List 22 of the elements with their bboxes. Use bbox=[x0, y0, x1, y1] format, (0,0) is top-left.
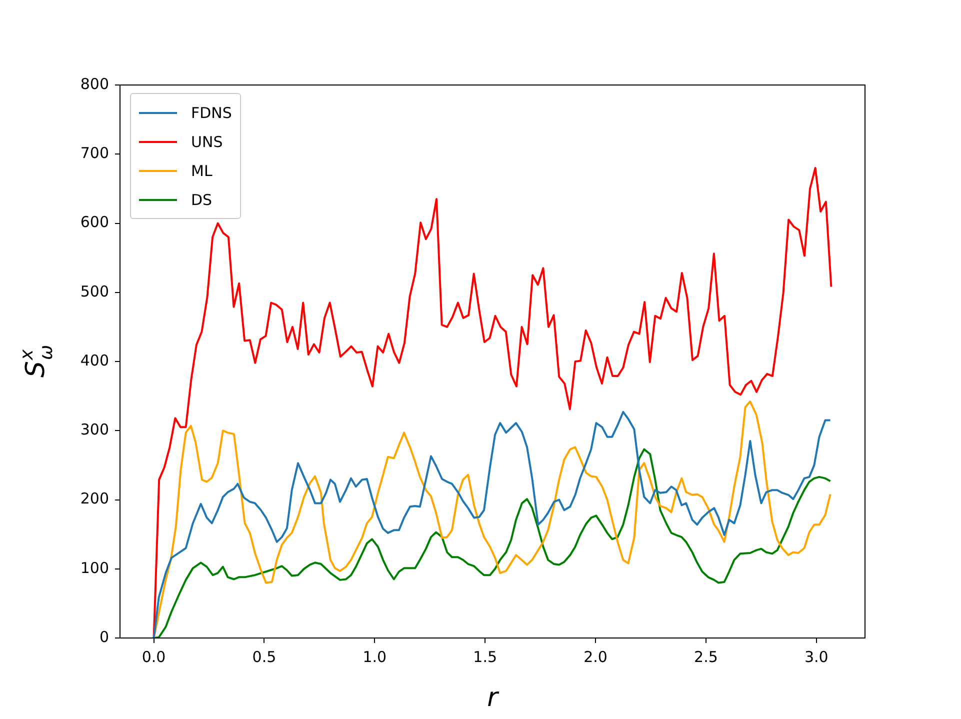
legend-label: UNS bbox=[191, 132, 223, 150]
y-tick-label: 700 bbox=[80, 144, 109, 162]
x-axis-title: r bbox=[487, 683, 500, 713]
x-tick-label: 2.0 bbox=[584, 648, 608, 666]
x-tick-label: 0.5 bbox=[252, 648, 276, 666]
x-tick-label: 1.5 bbox=[473, 648, 498, 666]
y-tick-label: 200 bbox=[80, 490, 109, 508]
y-tick-label: 600 bbox=[80, 213, 109, 232]
legend-label: ML bbox=[191, 162, 212, 180]
y-tick-label: 300 bbox=[80, 420, 109, 439]
legend-label: FDNS bbox=[191, 104, 232, 122]
y-tick-label: 500 bbox=[80, 282, 109, 300]
y-tick-label: 0 bbox=[99, 628, 109, 646]
legend-label: DS bbox=[191, 190, 212, 208]
y-axis-title: Sωx bbox=[16, 344, 57, 378]
x-tick-label: 2.5 bbox=[694, 648, 718, 666]
y-tick-label: 100 bbox=[80, 558, 109, 577]
y-tick-label: 400 bbox=[80, 351, 109, 370]
x-tick-label: 3.0 bbox=[804, 648, 828, 666]
x-tick-label: 1.0 bbox=[362, 648, 387, 666]
x-tick-label: 0.0 bbox=[142, 648, 166, 666]
y-tick-label: 800 bbox=[80, 74, 109, 93]
